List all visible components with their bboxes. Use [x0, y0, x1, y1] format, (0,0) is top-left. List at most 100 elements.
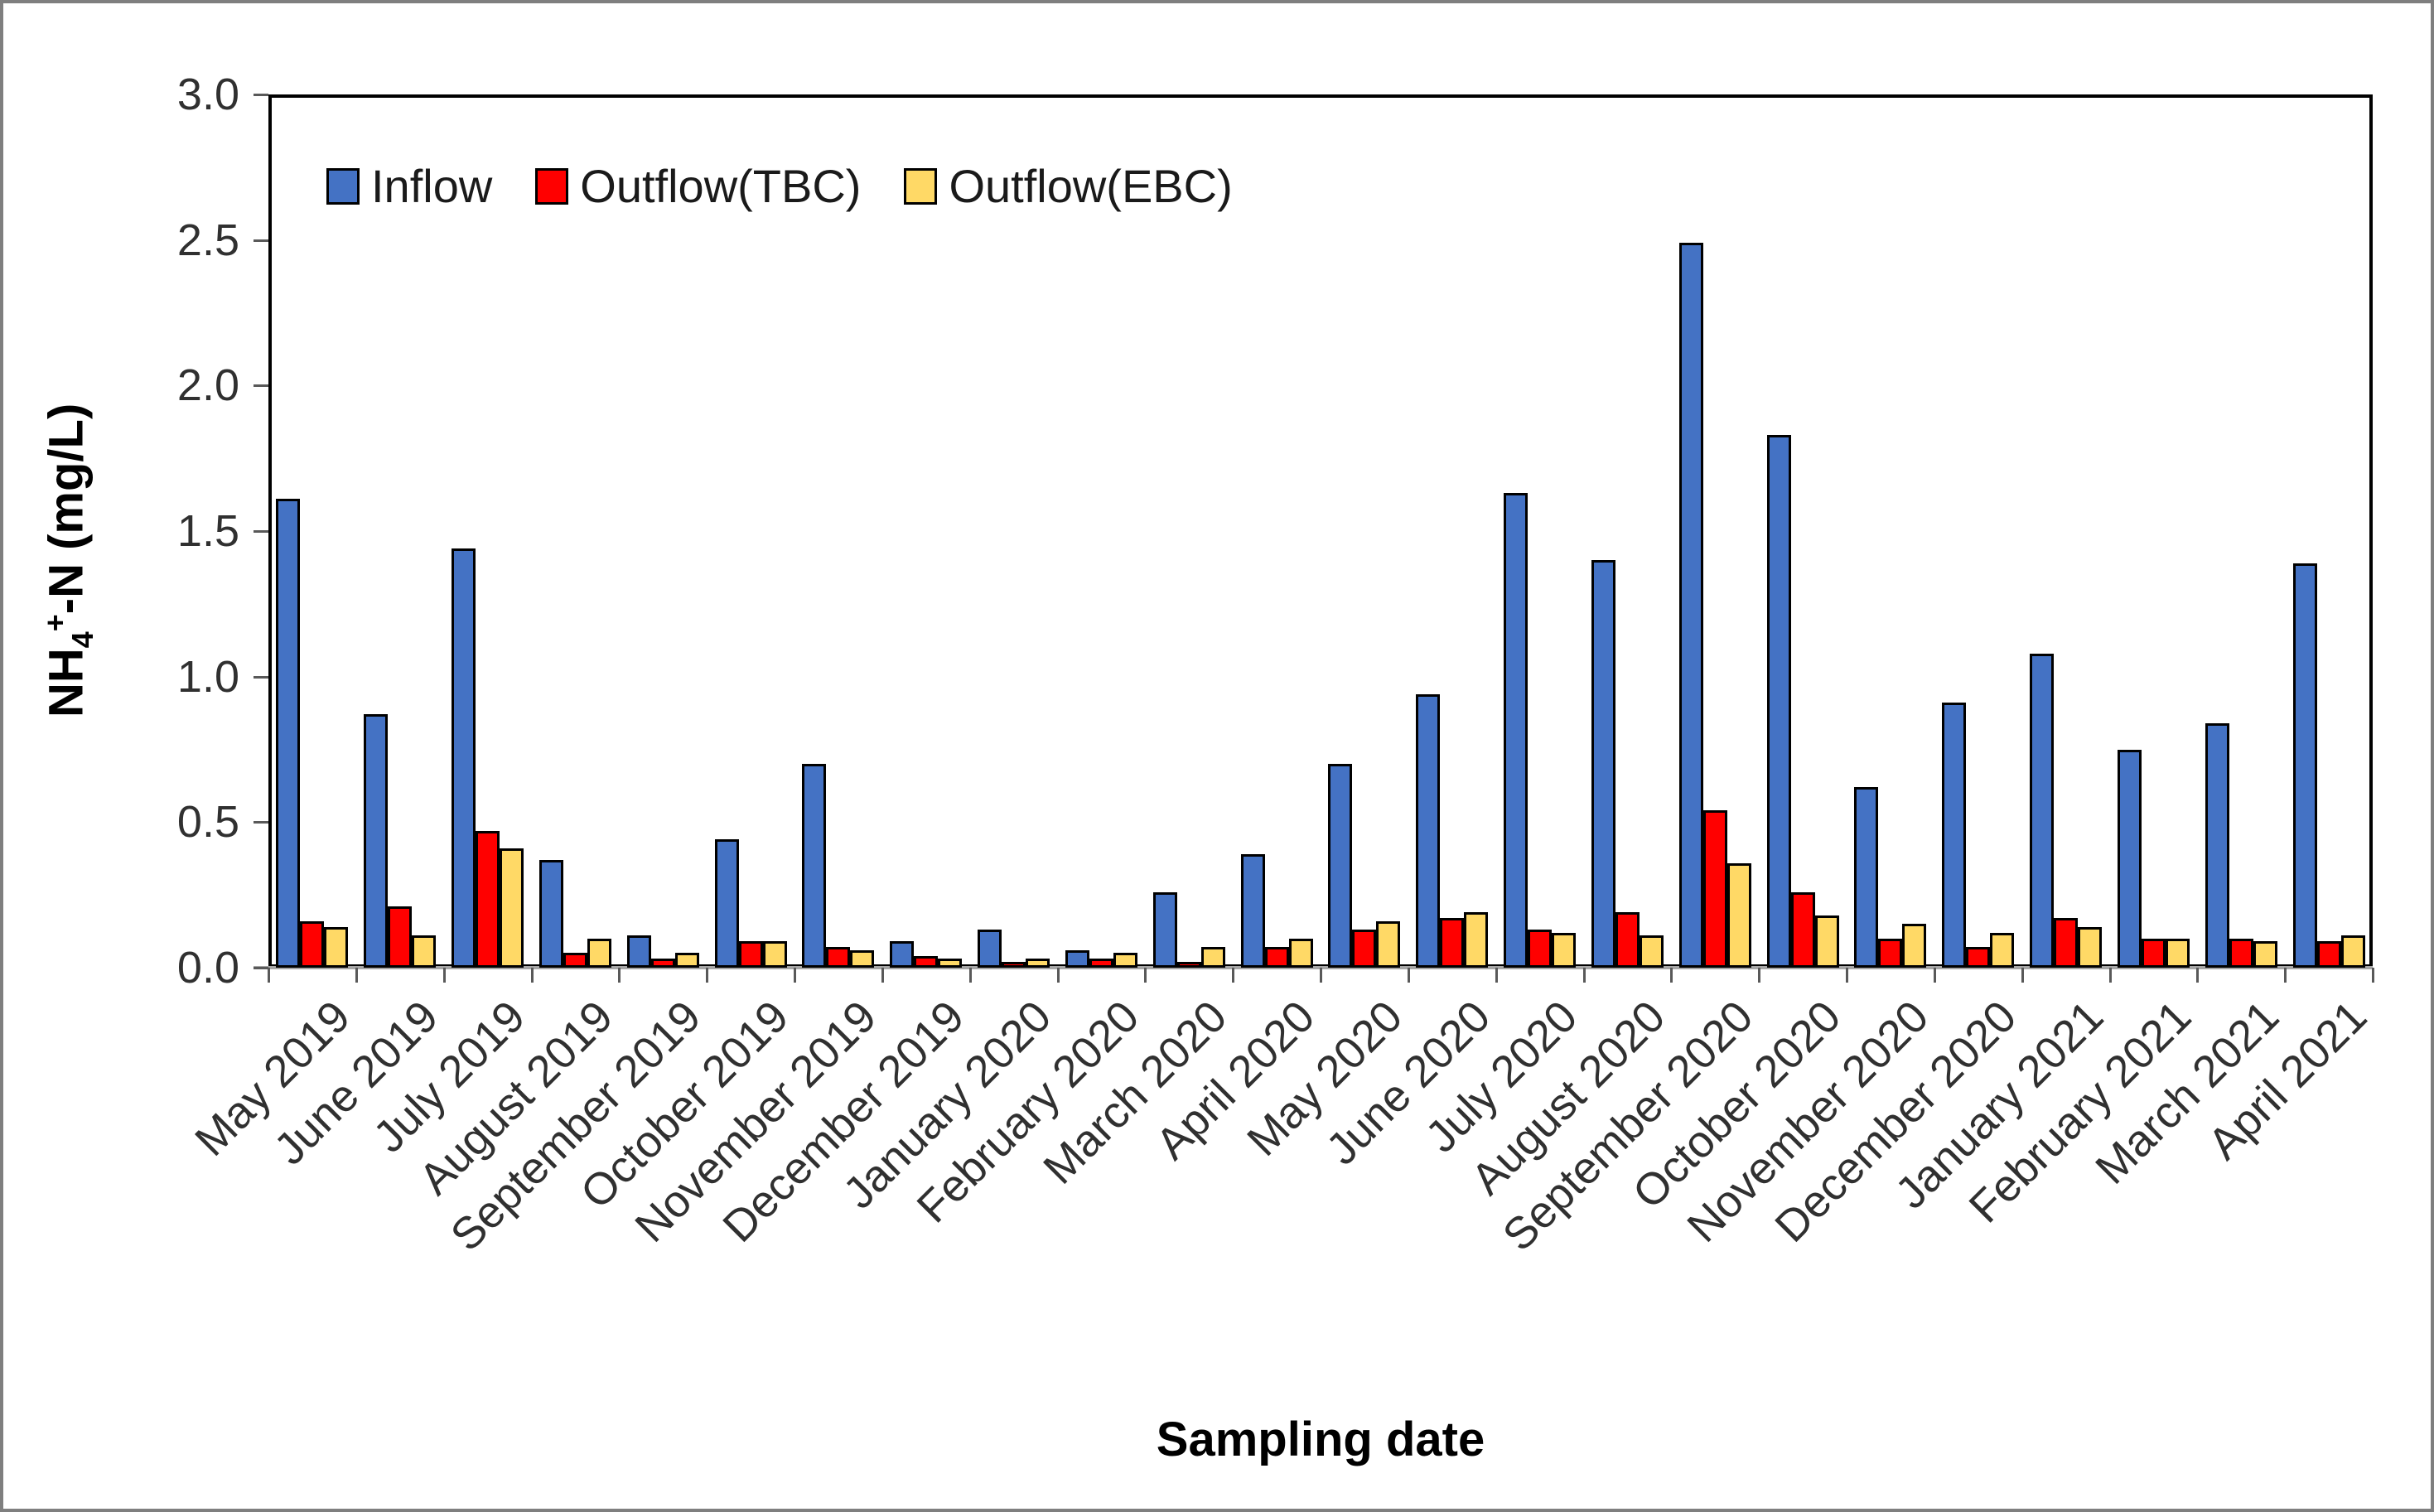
y-tick-mark — [254, 821, 268, 824]
bar-inflow-july-2019 — [452, 548, 476, 968]
bar-outflow-tbc-february-2021 — [2141, 938, 2166, 968]
bar-outflow-tbc-july-2019 — [476, 830, 500, 968]
bar-outflow-ebc-november-2019 — [850, 949, 875, 968]
bar-outflow-ebc-october-2020 — [1814, 915, 1839, 968]
y-axis-title-superscript: + — [38, 614, 72, 632]
y-tick-mark — [254, 530, 268, 533]
legend-swatch-icon — [904, 167, 938, 205]
bar-outflow-tbc-march-2021 — [2229, 938, 2253, 968]
x-tick-mark — [2196, 968, 2200, 983]
x-tick-mark — [2108, 968, 2112, 983]
bar-outflow-ebc-july-2020 — [1552, 932, 1577, 968]
bar-inflow-april-2021 — [2292, 563, 2317, 968]
bar-inflow-april-2020 — [1240, 853, 1265, 968]
bar-outflow-tbc-november-2020 — [1878, 938, 1903, 968]
x-tick-mark — [794, 968, 796, 983]
x-tick-mark — [1670, 968, 1673, 983]
bar-inflow-january-2020 — [978, 930, 1002, 968]
bar-outflow-ebc-february-2020 — [1113, 953, 1137, 968]
y-axis-title: NH4+-N (mg/L) — [38, 403, 100, 717]
bar-outflow-tbc-february-2020 — [1089, 959, 1113, 968]
bar-outflow-ebc-may-2019 — [324, 926, 349, 968]
bar-outflow-ebc-september-2020 — [1726, 862, 1751, 968]
bar-inflow-january-2021 — [2030, 653, 2055, 968]
bar-inflow-february-2020 — [1065, 949, 1089, 968]
legend-item-outflow-tbc: Outflow(TBC) — [535, 159, 861, 213]
bar-outflow-ebc-march-2020 — [1200, 947, 1225, 968]
y-tick-label: 0.5 — [176, 797, 239, 848]
bar-inflow-september-2019 — [626, 935, 651, 968]
bar-outflow-ebc-october-2019 — [762, 941, 787, 968]
bar-inflow-december-2020 — [1942, 703, 1967, 968]
bar-outflow-tbc-january-2020 — [1002, 961, 1026, 968]
y-tick-mark — [254, 675, 268, 679]
bar-inflow-october-2019 — [714, 839, 739, 968]
x-tick-mark — [881, 968, 884, 983]
bar-outflow-tbc-april-2021 — [2316, 941, 2341, 968]
y-tick-mark — [254, 94, 268, 96]
x-axis-baseline — [254, 966, 2373, 969]
bar-outflow-tbc-december-2020 — [1966, 947, 1991, 968]
bar-inflow-september-2020 — [1678, 243, 1703, 968]
x-tick-mark — [2372, 968, 2374, 983]
legend-swatch-icon — [535, 167, 569, 205]
y-tick-label: 0.0 — [176, 943, 239, 993]
bar-inflow-august-2020 — [1591, 560, 1615, 968]
legend-label: Outflow(TBC) — [580, 160, 862, 212]
x-tick-mark — [1144, 968, 1147, 983]
bar-inflow-june-2020 — [1416, 693, 1441, 968]
bar-inflow-march-2021 — [2205, 722, 2229, 968]
x-tick-mark — [618, 968, 621, 983]
y-tick-label: 1.0 — [176, 651, 239, 702]
bar-outflow-ebc-january-2020 — [1026, 959, 1050, 968]
bar-inflow-february-2021 — [2117, 749, 2142, 968]
bar-outflow-ebc-april-2020 — [1288, 938, 1313, 968]
bar-inflow-may-2019 — [276, 499, 301, 968]
legend-label: Outflow(EBC) — [949, 160, 1233, 212]
y-axis-title-units: -N (mg/L) — [39, 403, 94, 615]
bar-outflow-tbc-june-2019 — [388, 906, 413, 968]
bar-outflow-tbc-october-2020 — [1790, 891, 1815, 968]
bar-inflow-june-2019 — [364, 714, 389, 968]
x-tick-mark — [530, 968, 534, 983]
y-tick-label: 2.5 — [176, 215, 239, 265]
bar-inflow-march-2020 — [1152, 891, 1177, 968]
x-tick-mark — [706, 968, 709, 983]
y-tick-label: 3.0 — [176, 70, 239, 119]
y-tick-mark — [254, 967, 268, 969]
bar-inflow-december-2019 — [890, 941, 915, 968]
legend-item-inflow: Inflow — [326, 159, 492, 213]
x-tick-mark — [2021, 968, 2024, 983]
bar-inflow-november-2019 — [802, 764, 827, 968]
x-tick-mark — [355, 968, 358, 983]
legend-swatch-icon — [326, 167, 360, 205]
y-axis-title-subscript: 4 — [65, 631, 99, 649]
bar-outflow-tbc-may-2019 — [300, 920, 325, 968]
x-tick-mark — [1933, 968, 1936, 983]
bar-outflow-tbc-june-2020 — [1440, 918, 1465, 968]
x-tick-mark — [1758, 968, 1761, 983]
x-tick-mark — [1846, 968, 1848, 983]
bar-inflow-november-2020 — [1854, 787, 1879, 968]
bar-outflow-tbc-august-2020 — [1615, 912, 1640, 968]
legend: Inflow Outflow(TBC) Outflow(EBC) — [326, 159, 1233, 213]
bar-outflow-ebc-december-2020 — [1990, 932, 2015, 968]
bar-outflow-tbc-january-2021 — [2054, 918, 2079, 968]
bar-outflow-ebc-december-2019 — [938, 959, 963, 968]
bar-outflow-tbc-august-2019 — [563, 953, 587, 968]
bar-inflow-may-2020 — [1328, 764, 1353, 968]
bar-outflow-ebc-august-2020 — [1639, 935, 1664, 968]
bar-outflow-ebc-september-2019 — [674, 953, 699, 968]
bar-outflow-ebc-march-2021 — [2253, 941, 2277, 968]
bar-outflow-ebc-july-2019 — [500, 848, 524, 968]
legend-item-outflow-ebc: Outflow(EBC) — [904, 159, 1233, 213]
bar-inflow-august-2019 — [538, 860, 563, 968]
x-tick-mark — [1056, 968, 1060, 983]
bar-outflow-ebc-may-2020 — [1376, 920, 1401, 968]
bar-outflow-ebc-april-2021 — [2340, 935, 2365, 968]
x-tick-mark — [1582, 968, 1586, 983]
x-tick-mark — [968, 968, 972, 983]
bar-outflow-tbc-december-2019 — [914, 955, 939, 968]
x-tick-mark — [2284, 968, 2287, 983]
x-tick-mark — [1407, 968, 1410, 983]
